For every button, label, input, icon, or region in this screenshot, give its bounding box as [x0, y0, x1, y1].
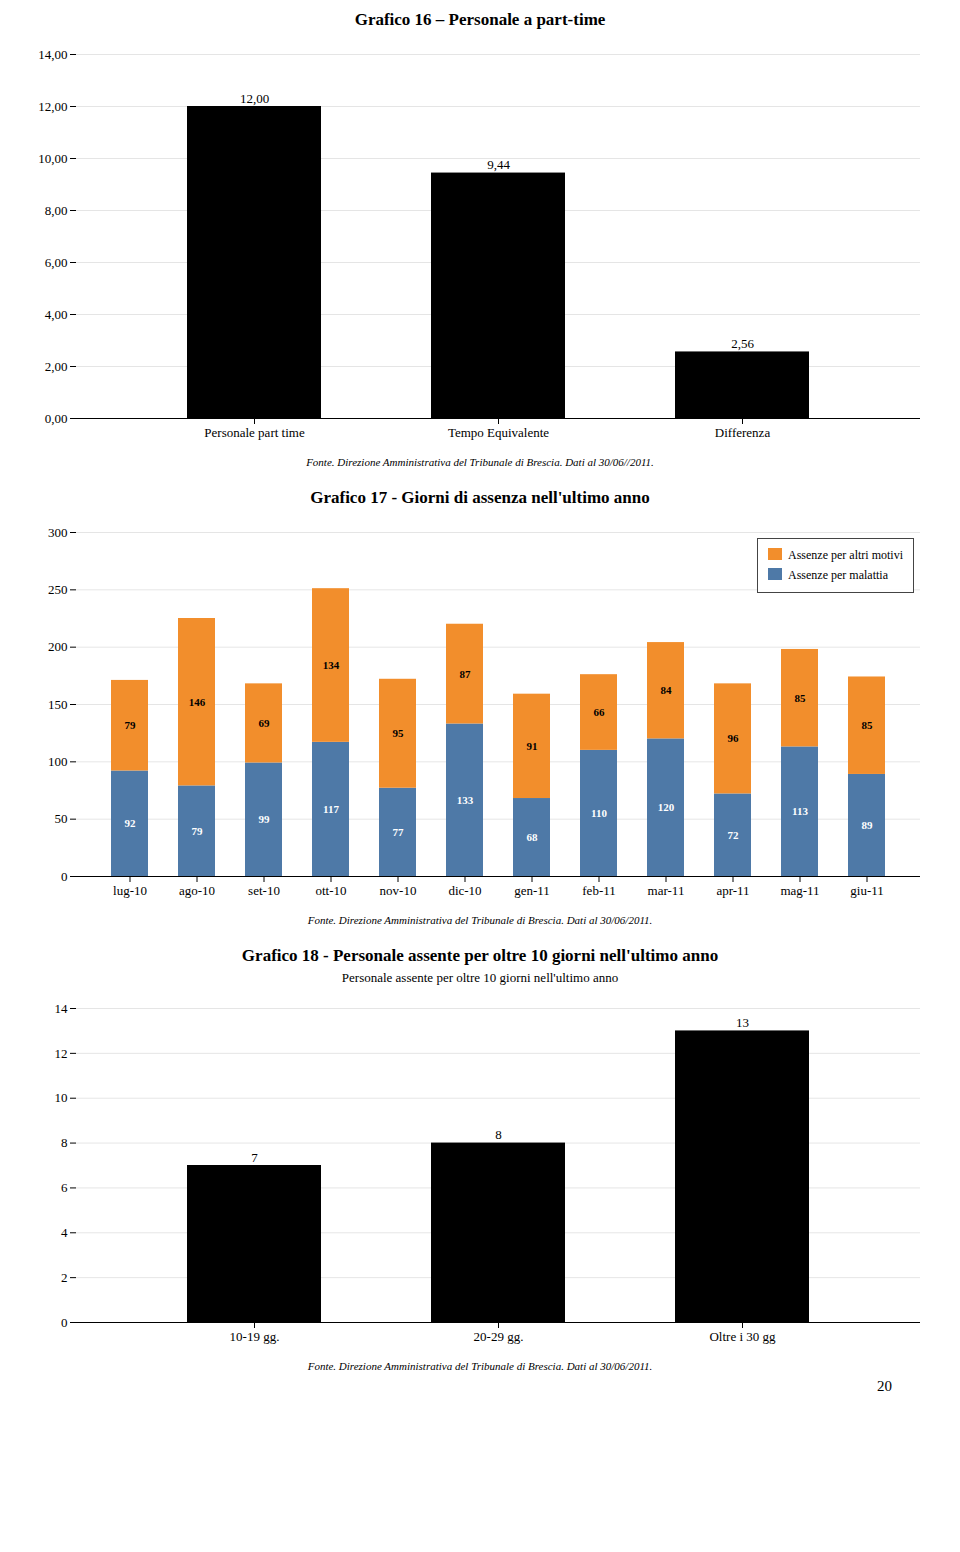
svg-text:68: 68: [527, 831, 539, 843]
svg-text:apr-11: apr-11: [716, 883, 749, 898]
svg-text:0,00: 0,00: [45, 411, 68, 426]
svg-text:99: 99: [259, 813, 271, 825]
svg-text:set-10: set-10: [248, 883, 280, 898]
html-text:Grafico 18 - Personale assente: Grafico 18 - Personale assente per oltre…: [241, 946, 719, 965]
svg-text:giu-11: giu-11: [850, 883, 883, 898]
svg-text:10-19 gg.: 10-19 gg.: [230, 1329, 280, 1344]
svg-text:ago-10: ago-10: [179, 883, 215, 898]
svg-text:77: 77: [393, 826, 405, 838]
svg-text:12,00: 12,00: [240, 91, 269, 106]
svg-text:87: 87: [460, 668, 472, 680]
svg-text:ott-10: ott-10: [315, 883, 346, 898]
svg-text:85: 85: [795, 692, 807, 704]
svg-text:2,00: 2,00: [45, 359, 68, 374]
html-text:Fonte. Direzione Amministrativ: Fonte. Direzione Amministrativa del Trib…: [307, 1360, 653, 1372]
svg-text:95: 95: [393, 727, 405, 739]
svg-text:0: 0: [61, 869, 68, 884]
svg-text:12,00: 12,00: [38, 99, 67, 114]
svg-text:89: 89: [862, 819, 874, 831]
svg-text:4,00: 4,00: [45, 307, 68, 322]
svg-text:9,44: 9,44: [487, 157, 510, 172]
svg-text:146: 146: [189, 696, 206, 708]
svg-text:96: 96: [728, 732, 740, 744]
svg-text:133: 133: [457, 794, 474, 806]
svg-text:85: 85: [862, 719, 874, 731]
svg-text:Tempo Equivalente: Tempo Equivalente: [448, 425, 549, 440]
svg-text:300: 300: [48, 525, 68, 540]
html-text:Fonte. Direzione Amministrativ: Fonte. Direzione Amministrativa del Trib…: [306, 456, 654, 468]
svg-text:50: 50: [55, 811, 68, 826]
svg-text:117: 117: [323, 803, 339, 815]
svg-text:12: 12: [55, 1046, 68, 1061]
svg-text:feb-11: feb-11: [582, 883, 615, 898]
svg-text:113: 113: [792, 805, 808, 817]
svg-text:20-29 gg.: 20-29 gg.: [474, 1329, 524, 1344]
svg-text:200: 200: [48, 639, 68, 654]
svg-text:4: 4: [61, 1225, 68, 1240]
svg-text:79: 79: [125, 719, 137, 731]
svg-text:10,00: 10,00: [38, 151, 67, 166]
svg-text:13: 13: [736, 1015, 749, 1030]
svg-text:100: 100: [48, 754, 68, 769]
svg-text:0: 0: [61, 1315, 68, 1330]
svg-text:lug-10: lug-10: [113, 883, 147, 898]
html-text:Fonte. Direzione Amministrativ: Fonte. Direzione Amministrativa del Trib…: [307, 914, 653, 926]
html-text:20: 20: [877, 1378, 892, 1394]
html-text:Assenze per malattia: Assenze per malattia: [788, 568, 888, 583]
svg-text:mar-11: mar-11: [648, 883, 685, 898]
html-text:Grafico 16 – Personale a part-: Grafico 16 – Personale a part-time: [354, 10, 606, 29]
svg-text:8: 8: [61, 1135, 68, 1150]
svg-text:92: 92: [125, 817, 137, 829]
svg-text:91: 91: [527, 740, 538, 752]
svg-text:mag-11: mag-11: [780, 883, 819, 898]
svg-text:Oltre i 30 gg: Oltre i 30 gg: [709, 1329, 776, 1344]
svg-text:84: 84: [661, 684, 673, 696]
svg-text:134: 134: [323, 659, 340, 671]
svg-text:14: 14: [55, 1001, 69, 1016]
svg-text:8,00: 8,00: [45, 203, 68, 218]
svg-text:10: 10: [55, 1090, 68, 1105]
svg-text:14,00: 14,00: [38, 47, 67, 62]
svg-text:Personale part time: Personale part time: [204, 425, 305, 440]
svg-text:120: 120: [658, 801, 675, 813]
svg-text:72: 72: [728, 829, 740, 841]
svg-text:7: 7: [251, 1150, 258, 1165]
svg-text:6: 6: [61, 1180, 68, 1195]
svg-text:2: 2: [61, 1270, 68, 1285]
svg-text:Differenza: Differenza: [715, 425, 771, 440]
svg-text:79: 79: [192, 825, 204, 837]
html-text:Personale assente per oltre 10: Personale assente per oltre 10 giorni ne…: [341, 970, 619, 985]
svg-text:6,00: 6,00: [45, 255, 68, 270]
svg-text:250: 250: [48, 582, 68, 597]
svg-text:110: 110: [591, 807, 607, 819]
svg-text:8: 8: [495, 1127, 502, 1142]
svg-text:gen-11: gen-11: [514, 883, 550, 898]
svg-text:2,56: 2,56: [731, 336, 754, 351]
svg-text:dic-10: dic-10: [448, 883, 481, 898]
svg-text:150: 150: [48, 697, 68, 712]
svg-text:69: 69: [259, 717, 271, 729]
svg-text:66: 66: [594, 706, 606, 718]
html-text:Grafico 17 - Giorni di assenza: Grafico 17 - Giorni di assenza nell'ulti…: [310, 488, 650, 507]
svg-text:nov-10: nov-10: [380, 883, 417, 898]
html-text:Assenze per altri motivi: Assenze per altri motivi: [788, 548, 903, 562]
